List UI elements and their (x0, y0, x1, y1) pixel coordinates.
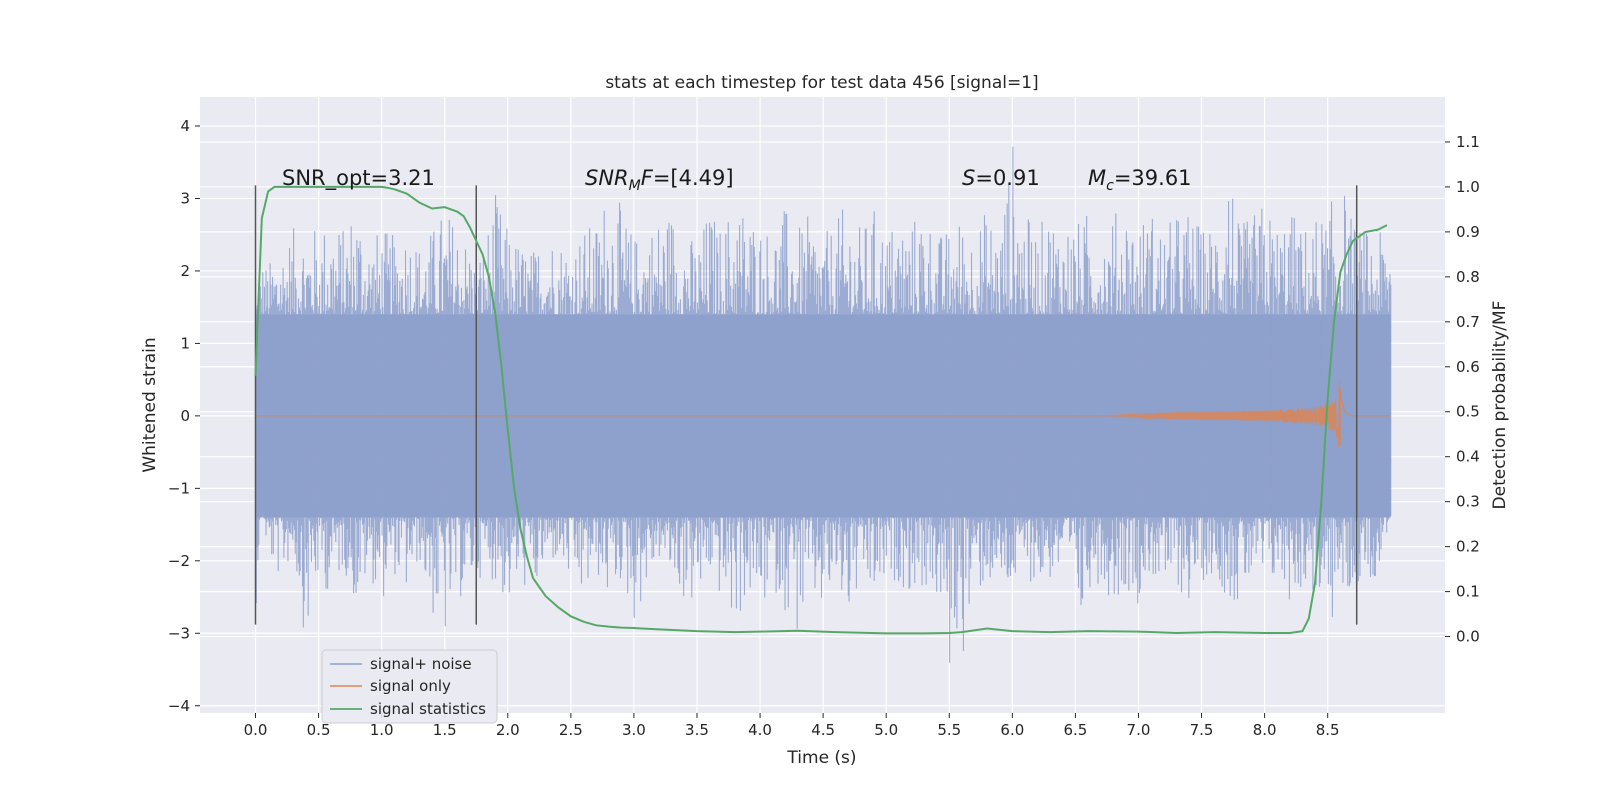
legend: signal+ noise signal only signal statist… (321, 649, 498, 724)
y-left-tick-label: 3 (180, 189, 190, 207)
y-right-tick-label: 1.0 (1456, 178, 1480, 196)
y-left-tick-label: 0 (180, 407, 190, 425)
annotation-mc: Mc=39.61 (1088, 166, 1192, 194)
annotation-s: S=0.91 (962, 166, 1040, 190)
vertical-markers (254, 185, 1358, 625)
y-right-axis-label: Detection probability/MF (1490, 301, 1510, 510)
x-tick-label: 8.5 (1316, 721, 1340, 739)
x-tick-label: 0.5 (307, 721, 331, 739)
stat-series (254, 185, 1388, 635)
y-left-tick-label: 2 (180, 262, 190, 280)
x-tick-label: 5.5 (937, 721, 961, 739)
signal-series (255, 381, 1391, 447)
y-left-tick-label: 1 (180, 334, 190, 352)
y-left-tick-label: −3 (168, 624, 190, 642)
x-tick-label: 4.5 (811, 721, 835, 739)
x-tick-label: 4.0 (748, 721, 772, 739)
legend-label-stat: signal statistics (370, 700, 486, 718)
legend-box (321, 649, 498, 724)
y-left-tick-label: 4 (180, 117, 190, 135)
x-tick-label: 2.0 (496, 721, 520, 739)
y-right-tick-label: 0.9 (1456, 223, 1480, 241)
x-tick-label: 1.0 (370, 721, 394, 739)
x-tick-label: 3.0 (622, 721, 646, 739)
x-tick-label: 1.5 (433, 721, 457, 739)
y-right-tick-label: 0.6 (1456, 358, 1480, 376)
annotation-snr-mf: SNRMF=[4.49] (585, 166, 734, 194)
x-tick-label: 5.0 (874, 721, 898, 739)
y-right-tick-label: 0.7 (1456, 313, 1480, 331)
x-tick-label: 7.5 (1190, 721, 1214, 739)
y-left-axis: 4 3 2 1 0 −1 −2 −3 −4 (168, 117, 200, 715)
x-tick-label: 3.5 (685, 721, 709, 739)
x-axis: 0.0 0.5 1.0 1.5 2.0 2.5 3.0 3.5 4.0 4.5 5.0 5.5 6.0 6… (244, 713, 1340, 739)
y-right-tick-label: 0.4 (1456, 448, 1480, 466)
y-left-tick-label: −1 (168, 479, 190, 497)
x-tick-label: 7.0 (1127, 721, 1151, 739)
x-tick-label: 0.0 (244, 721, 268, 739)
signal-only-line (255, 381, 1391, 447)
y-right-tick-label: 0.1 (1456, 583, 1480, 601)
y-right-tick-label: 0.5 (1456, 403, 1480, 421)
y-right-tick-label: 0.3 (1456, 493, 1480, 511)
x-tick-label: 6.5 (1063, 721, 1087, 739)
chart-title: stats at each timestep for test data 456… (605, 73, 1038, 93)
y-left-tick-label: −2 (168, 552, 190, 570)
y-left-axis-label: Whitened strain (140, 337, 160, 472)
legend-label-noise: signal+ noise (370, 655, 472, 673)
y-left-tick-label: −4 (168, 697, 190, 715)
y-right-tick-label: 0.2 (1456, 538, 1480, 556)
x-tick-label: 8.0 (1253, 721, 1277, 739)
y-right-axis: 1.1 1.0 0.9 0.8 0.7 0.6 0.5 0.4 0.3 0.2 0.1 0.0 (1445, 133, 1480, 646)
x-tick-label: 6.0 (1000, 721, 1024, 739)
annotation-snr-opt: SNR_opt=3.21 (282, 166, 435, 191)
signal-statistics-line (254, 185, 1388, 635)
x-axis-label: Time (s) (786, 748, 856, 768)
y-right-tick-label: 0.0 (1456, 628, 1480, 646)
y-right-tick-label: 1.1 (1456, 133, 1480, 151)
x-tick-label: 2.5 (559, 721, 583, 739)
y-right-tick-label: 0.8 (1456, 268, 1480, 286)
legend-label-signal: signal only (370, 677, 451, 695)
